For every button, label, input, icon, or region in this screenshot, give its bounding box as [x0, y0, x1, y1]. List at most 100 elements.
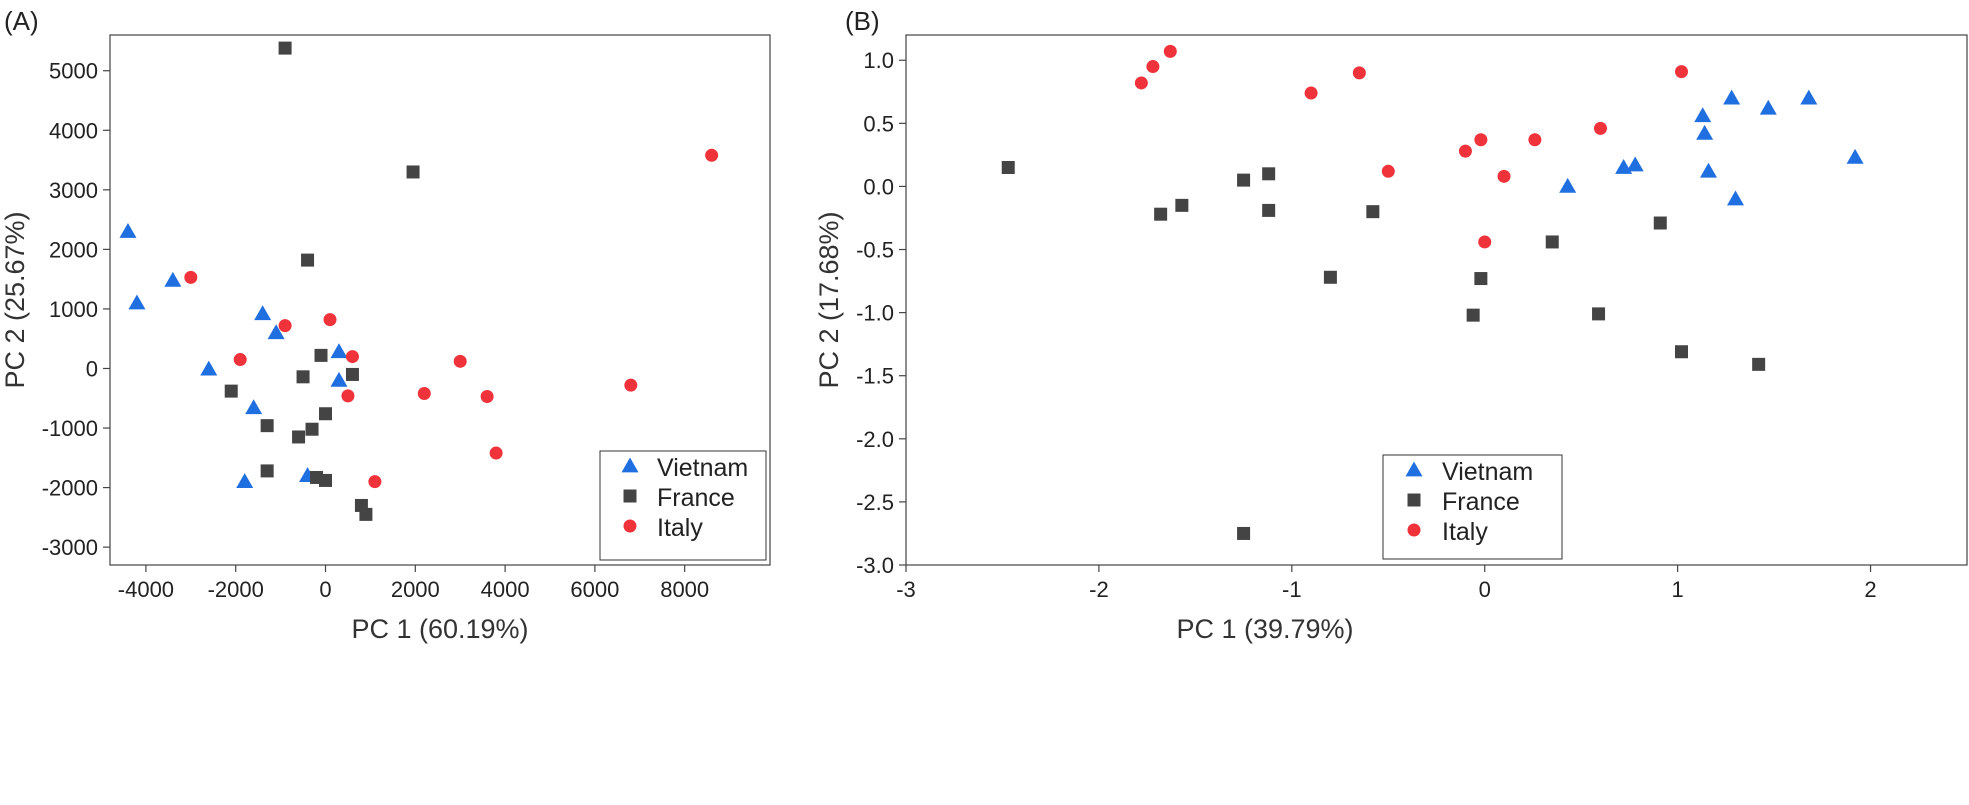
- panel-b-legend-france: France: [1442, 488, 1520, 516]
- italy-point: [1352, 66, 1366, 80]
- italy-point: [278, 319, 292, 333]
- x-tick-label: -4000: [118, 577, 174, 602]
- france-point: [359, 507, 373, 521]
- italy-point: [1146, 60, 1160, 74]
- france-point: [1545, 235, 1559, 249]
- x-tick-label: -3: [896, 577, 916, 602]
- italy-point: [1304, 86, 1318, 100]
- italy-point: [1478, 235, 1492, 249]
- italy-point: [345, 350, 359, 364]
- panel-b-label: (B): [845, 6, 880, 36]
- panel-a-y-axis-title: PC 2 (25.67%): [0, 211, 30, 388]
- italy-point: [341, 389, 355, 403]
- y-tick-label: -0.5: [856, 238, 894, 263]
- panel-b-x-axis-title: PC 1 (39.79%): [1176, 614, 1353, 644]
- france-point: [1366, 205, 1380, 219]
- vietnam-point: [119, 223, 137, 238]
- vietnam-point: [1800, 89, 1818, 105]
- france-point: [345, 367, 359, 381]
- vietnam-point: [1559, 177, 1577, 193]
- vietnam-point: [1696, 124, 1714, 140]
- vietnam-point: [1700, 162, 1718, 178]
- france-legend-marker: [623, 489, 637, 503]
- france-point: [301, 253, 315, 267]
- france-legend-marker: [1407, 493, 1421, 507]
- italy-point: [624, 378, 638, 392]
- y-tick-label: -1.0: [856, 301, 894, 326]
- y-tick-label: -2.5: [856, 490, 894, 515]
- italy-legend-marker: [1407, 523, 1421, 537]
- panel-a-legend-france: France: [657, 484, 735, 512]
- france-point: [1752, 357, 1766, 371]
- y-tick-label: 0.0: [863, 174, 894, 199]
- panel-a-x-axis-title: PC 1 (60.19%): [351, 614, 528, 644]
- panel-a-legend-vietnam: Vietnam: [657, 454, 748, 482]
- italy-point: [453, 354, 467, 368]
- italy-point: [323, 313, 337, 327]
- panel-a-legend: Vietnam France Italy: [599, 450, 767, 561]
- france-point: [1262, 167, 1276, 181]
- y-tick-label: -1000: [42, 416, 98, 441]
- panel-a-ticks: -4000 -2000 0 2000 4000 6000 8000 -3000 -2000 -10…: [42, 59, 709, 602]
- x-tick-label: 2: [1864, 577, 1876, 602]
- panel-a-label: (A): [4, 6, 39, 36]
- vietnam-point: [200, 360, 218, 376]
- x-tick-label: -2: [1089, 577, 1109, 602]
- italy-point: [1528, 133, 1542, 147]
- y-tick-label: 4000: [49, 118, 98, 143]
- panel-b-frame: [905, 34, 1968, 566]
- france-point: [1653, 216, 1667, 230]
- x-tick-label: -2000: [208, 577, 264, 602]
- panel-b-legend-italy: Italy: [1442, 518, 1488, 546]
- italy-point: [368, 475, 382, 489]
- italy-point: [417, 386, 431, 400]
- france-point: [1323, 270, 1337, 284]
- france-point: [260, 464, 274, 478]
- panel-b-legend-vietnam: Vietnam: [1442, 458, 1533, 486]
- italy-point: [1381, 164, 1395, 178]
- france-point: [1592, 307, 1606, 321]
- italy-point: [705, 148, 719, 162]
- france-point: [278, 41, 292, 55]
- y-tick-label: 2000: [49, 237, 98, 262]
- x-tick-label: 2000: [391, 577, 440, 602]
- panel-b-y-axis-title: PC 2 (17.68%): [814, 211, 844, 388]
- vietnam-point: [1694, 107, 1712, 123]
- x-tick-label: 8000: [660, 577, 709, 602]
- france-point: [1154, 207, 1168, 221]
- vietnam-point: [1759, 99, 1777, 115]
- y-tick-label: -3.0: [856, 553, 894, 578]
- italy-point: [233, 353, 247, 367]
- y-tick-label: -2000: [42, 476, 98, 501]
- vietnam-point: [164, 271, 182, 287]
- vietnam-point: [267, 324, 285, 340]
- vietnam-legend-marker: [1405, 461, 1423, 477]
- france-point: [224, 384, 238, 398]
- y-tick-label: 1000: [49, 297, 98, 322]
- x-tick-label: 6000: [570, 577, 619, 602]
- vietnam-point: [245, 399, 263, 415]
- france-point: [314, 348, 328, 362]
- vietnam-point: [330, 343, 348, 359]
- vietnam-point: [1626, 156, 1644, 172]
- y-tick-label: 0: [86, 356, 98, 381]
- x-tick-label: 0: [319, 577, 331, 602]
- france-point: [319, 407, 333, 421]
- x-tick-label: 4000: [481, 577, 530, 602]
- france-point: [1474, 272, 1488, 286]
- vietnam-point: [330, 371, 348, 387]
- italy-point: [480, 389, 494, 403]
- y-tick-label: 0.5: [863, 111, 894, 136]
- y-tick-label: -1.5: [856, 364, 894, 389]
- y-tick-label: -3000: [42, 535, 98, 560]
- italy-point: [1134, 76, 1148, 90]
- italy-point: [1674, 65, 1688, 79]
- italy-point: [1497, 169, 1511, 183]
- vietnam-point: [128, 294, 146, 310]
- panel-b: (B) -3 -2 -1 0 1 2 -3.0 -2.5 -2.0 -1.5 -1.0 -0.5 0.0…: [814, 6, 1968, 644]
- italy-point: [184, 270, 198, 284]
- vietnam-point: [1846, 148, 1864, 164]
- italy-point: [1163, 44, 1177, 58]
- france-point: [296, 370, 310, 384]
- vietnam-point: [1727, 190, 1745, 206]
